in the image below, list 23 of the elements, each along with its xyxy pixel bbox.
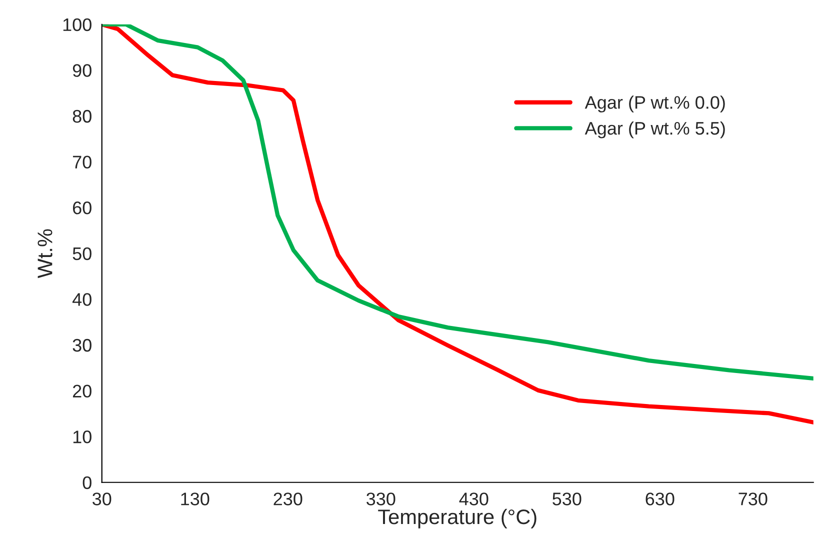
y-tick-label: 40 bbox=[72, 293, 92, 306]
x-tick-label: 730 bbox=[738, 492, 768, 506]
x-tick-label: 430 bbox=[459, 492, 488, 506]
y-tick-label: 90 bbox=[72, 64, 92, 77]
y-tick-label: 100 bbox=[63, 18, 92, 32]
y-tick-label: 10 bbox=[73, 430, 92, 444]
y-tick-label: 20 bbox=[72, 384, 92, 398]
y-axis-title: Wt.% bbox=[38, 229, 52, 278]
x-axis-title: Temperature (°C) bbox=[378, 508, 536, 528]
y-tick-label: 50 bbox=[72, 247, 92, 260]
x-tick-label: 530 bbox=[552, 492, 582, 506]
x-tick-label: 630 bbox=[646, 492, 674, 506]
y-tick-label: 30 bbox=[72, 338, 92, 352]
y-tick-label: 80 bbox=[72, 110, 92, 123]
x-tick-label: 130 bbox=[181, 492, 210, 506]
y-tick-label: 0 bbox=[82, 476, 92, 490]
legend-label: Agar (P wt.% 0.0) bbox=[584, 96, 725, 112]
x-tick-label: 330 bbox=[366, 492, 396, 506]
y-tick-label: 70 bbox=[72, 156, 92, 169]
x-tick-label: 230 bbox=[274, 492, 302, 506]
legend-label: Agar (P wt.% 5.5) bbox=[584, 121, 725, 138]
y-tick-label: 60 bbox=[72, 202, 92, 214]
x-tick-label: 30 bbox=[92, 492, 112, 506]
